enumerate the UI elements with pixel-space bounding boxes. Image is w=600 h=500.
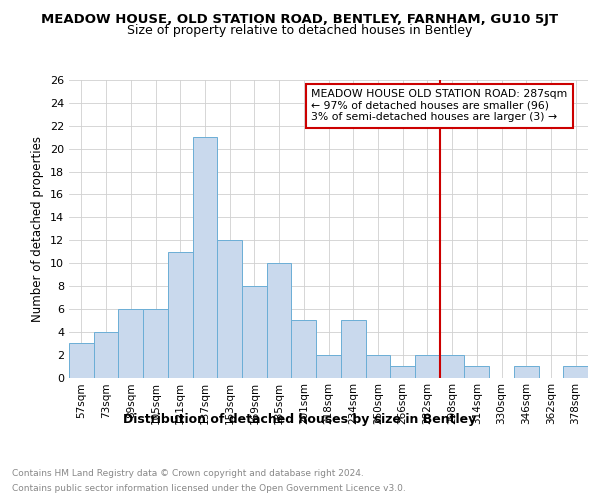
Bar bbox=[563, 366, 588, 378]
Y-axis label: Number of detached properties: Number of detached properties bbox=[31, 136, 44, 322]
Text: MEADOW HOUSE, OLD STATION ROAD, BENTLEY, FARNHAM, GU10 5JT: MEADOW HOUSE, OLD STATION ROAD, BENTLEY,… bbox=[41, 12, 559, 26]
Text: Contains public sector information licensed under the Open Government Licence v3: Contains public sector information licen… bbox=[12, 484, 406, 493]
Text: Size of property relative to detached houses in Bentley: Size of property relative to detached ho… bbox=[127, 24, 473, 37]
Bar bbox=[514, 366, 539, 378]
Bar bbox=[292, 320, 316, 378]
Bar bbox=[143, 309, 168, 378]
Bar bbox=[217, 240, 242, 378]
Bar bbox=[415, 354, 440, 378]
Bar bbox=[69, 343, 94, 378]
Bar bbox=[316, 354, 341, 378]
Bar bbox=[94, 332, 118, 378]
Text: MEADOW HOUSE OLD STATION ROAD: 287sqm
← 97% of detached houses are smaller (96)
: MEADOW HOUSE OLD STATION ROAD: 287sqm ← … bbox=[311, 89, 568, 122]
Bar bbox=[193, 137, 217, 378]
Bar bbox=[341, 320, 365, 378]
Bar bbox=[365, 354, 390, 378]
Bar bbox=[168, 252, 193, 378]
Bar bbox=[390, 366, 415, 378]
Bar bbox=[464, 366, 489, 378]
Bar bbox=[118, 309, 143, 378]
Bar bbox=[242, 286, 267, 378]
Bar bbox=[440, 354, 464, 378]
Text: Contains HM Land Registry data © Crown copyright and database right 2024.: Contains HM Land Registry data © Crown c… bbox=[12, 469, 364, 478]
Bar bbox=[267, 263, 292, 378]
Text: Distribution of detached houses by size in Bentley: Distribution of detached houses by size … bbox=[124, 412, 476, 426]
